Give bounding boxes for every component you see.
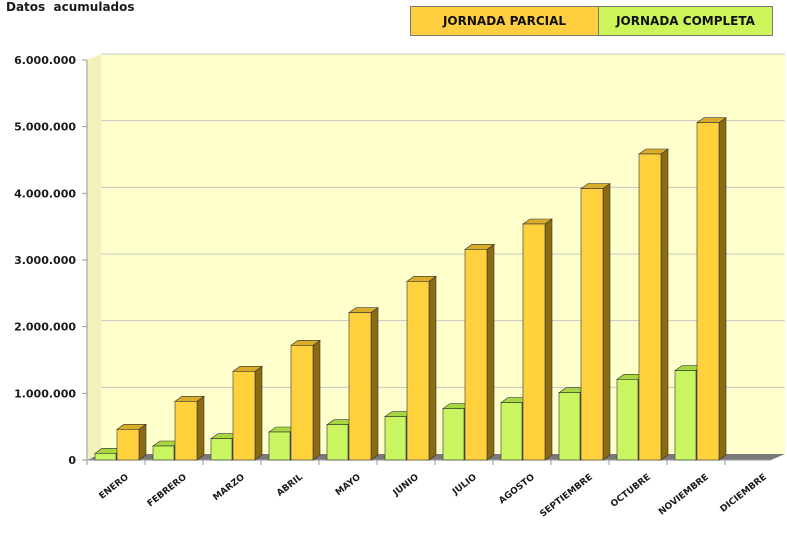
bar-jornada-completa-front bbox=[94, 453, 117, 461]
y-tick-label: 4.000.000 bbox=[14, 187, 76, 200]
bar-jornada-completa-front bbox=[674, 370, 697, 461]
x-tick-label: ENERO bbox=[98, 472, 132, 501]
x-tick-label: JUNIO bbox=[391, 472, 421, 499]
y-tick-label: 1.000.000 bbox=[14, 387, 76, 400]
bar-jornada-parcial-front bbox=[522, 223, 546, 461]
bar-jornada-completa-front bbox=[210, 438, 233, 461]
y-tick-label: 2.000.000 bbox=[14, 321, 76, 334]
x-tick-label: DICIEMBRE bbox=[719, 472, 769, 514]
bar-jornada-parcial-front bbox=[696, 122, 720, 461]
bar-jornada-parcial bbox=[348, 307, 379, 461]
bar-jornada-parcial-front bbox=[406, 281, 430, 461]
x-tick-label: FEBRERO bbox=[146, 472, 189, 509]
legend: JORNADA PARCIAL JORNADA COMPLETA bbox=[410, 6, 773, 36]
bar-jornada-completa-front bbox=[384, 416, 407, 461]
bar-jornada-parcial-side bbox=[486, 243, 495, 461]
bar-jornada-parcial bbox=[406, 275, 437, 461]
bar-jornada-parcial bbox=[580, 183, 611, 461]
bar-jornada-parcial bbox=[464, 243, 495, 461]
bar-jornada-parcial-front bbox=[116, 429, 140, 461]
bar-jornada-parcial-side bbox=[196, 395, 205, 461]
bar-jornada-parcial-side bbox=[602, 183, 611, 461]
bar-jornada-parcial bbox=[522, 218, 553, 461]
bar-jornada-parcial-side bbox=[254, 365, 263, 461]
bar-jornada-parcial bbox=[638, 148, 669, 461]
bar-jornada-completa-front bbox=[558, 392, 581, 461]
bar-jornada-parcial-side bbox=[718, 117, 727, 461]
bar-jornada-parcial-front bbox=[580, 188, 604, 461]
bar-jornada-parcial-side bbox=[138, 423, 147, 461]
y-tick-label: 0 bbox=[68, 454, 76, 467]
bar-jornada-parcial bbox=[174, 395, 205, 461]
bar-jornada-parcial-front bbox=[290, 345, 314, 461]
bar-jornada-parcial bbox=[290, 339, 321, 461]
bar-jornada-completa-front bbox=[326, 424, 349, 461]
bar-jornada-parcial-front bbox=[174, 401, 198, 461]
x-tick-label: JULIO bbox=[450, 472, 479, 498]
bar-jornada-completa-front bbox=[268, 431, 291, 461]
bar-jornada-parcial-side bbox=[428, 275, 437, 461]
x-tick-label: MAYO bbox=[334, 472, 363, 498]
bar-jornada-completa-front bbox=[616, 379, 639, 461]
bar-jornada-parcial-front bbox=[348, 312, 372, 461]
y-tick-label: 5.000.000 bbox=[14, 121, 76, 134]
bar-jornada-parcial-side bbox=[660, 148, 669, 461]
x-tick-label: AGOSTO bbox=[497, 472, 537, 506]
bar-jornada-completa-front bbox=[152, 445, 175, 461]
x-tick-label: SEPTIEMBRE bbox=[538, 472, 594, 519]
x-tick-label: OCTUBRE bbox=[609, 472, 653, 509]
bar-jornada-parcial-front bbox=[232, 371, 256, 461]
plot-side-wall bbox=[87, 54, 101, 460]
bar-jornada-parcial bbox=[232, 365, 263, 461]
bar-jornada-parcial-front bbox=[638, 153, 662, 461]
y-tick-label: 6.000.000 bbox=[14, 54, 76, 67]
x-tick-label: MARZO bbox=[212, 472, 248, 503]
bar-jornada-parcial-side bbox=[370, 307, 379, 461]
bar-jornada-completa-front bbox=[442, 408, 465, 461]
y-tick-label: 3.000.000 bbox=[14, 254, 76, 267]
x-tick-label: ABRIL bbox=[275, 472, 305, 498]
bar-jornada-parcial-side bbox=[544, 218, 553, 461]
legend-item-jornada-completa: JORNADA COMPLETA bbox=[599, 7, 772, 35]
legend-item-jornada-parcial: JORNADA PARCIAL bbox=[411, 7, 599, 35]
bar-jornada-parcial bbox=[116, 423, 147, 461]
x-tick-label: NOVIEMBRE bbox=[657, 472, 711, 517]
bar-jornada-parcial-side bbox=[312, 339, 321, 461]
chart-title: Datos acumulados bbox=[6, 0, 135, 14]
bar-jornada-parcial-front bbox=[464, 249, 488, 461]
bar-jornada-completa-front bbox=[500, 402, 523, 461]
bar-jornada-parcial bbox=[696, 117, 727, 461]
